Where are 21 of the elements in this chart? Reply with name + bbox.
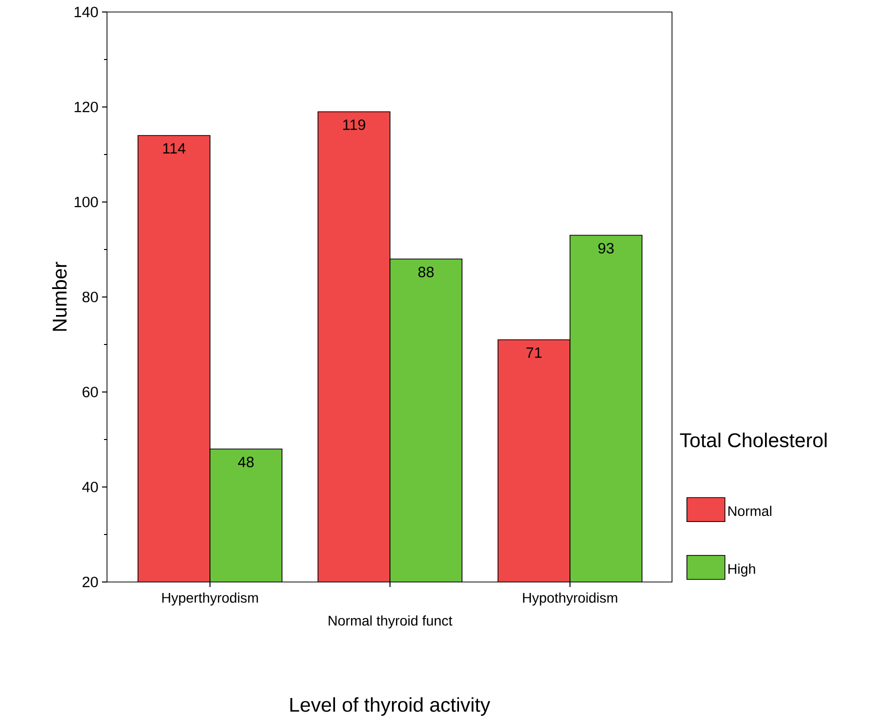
data-label: 88 [418,266,434,278]
data-label: 71 [526,347,542,358]
legend-label: Normal [728,506,772,516]
y-axis-title: Number [52,262,67,331]
y-tick-label: 40 [82,482,98,492]
legend-title: Total Cholesterol [680,432,827,448]
x-tick-label: Hyperthyrodism [162,592,258,606]
data-label: 93 [598,242,614,254]
y-tick-label: 100 [74,196,98,208]
y-tick-label: 140 [74,6,98,18]
y-tick-label: 60 [82,386,98,398]
y-tick-label: 80 [82,292,98,302]
data-label: 48 [238,456,254,468]
y-tick-label: 20 [82,576,98,588]
data-label: 114 [163,143,186,154]
x-axis-title: Level of thyroid activity [290,697,490,716]
x-tick-label: Normal thyroid funct [328,615,452,628]
y-tick-label: 120 [74,102,98,112]
data-label: 119 [343,119,366,130]
x-tick-label: Hypothyroidism [523,592,618,606]
legend-label: High [728,564,756,577]
